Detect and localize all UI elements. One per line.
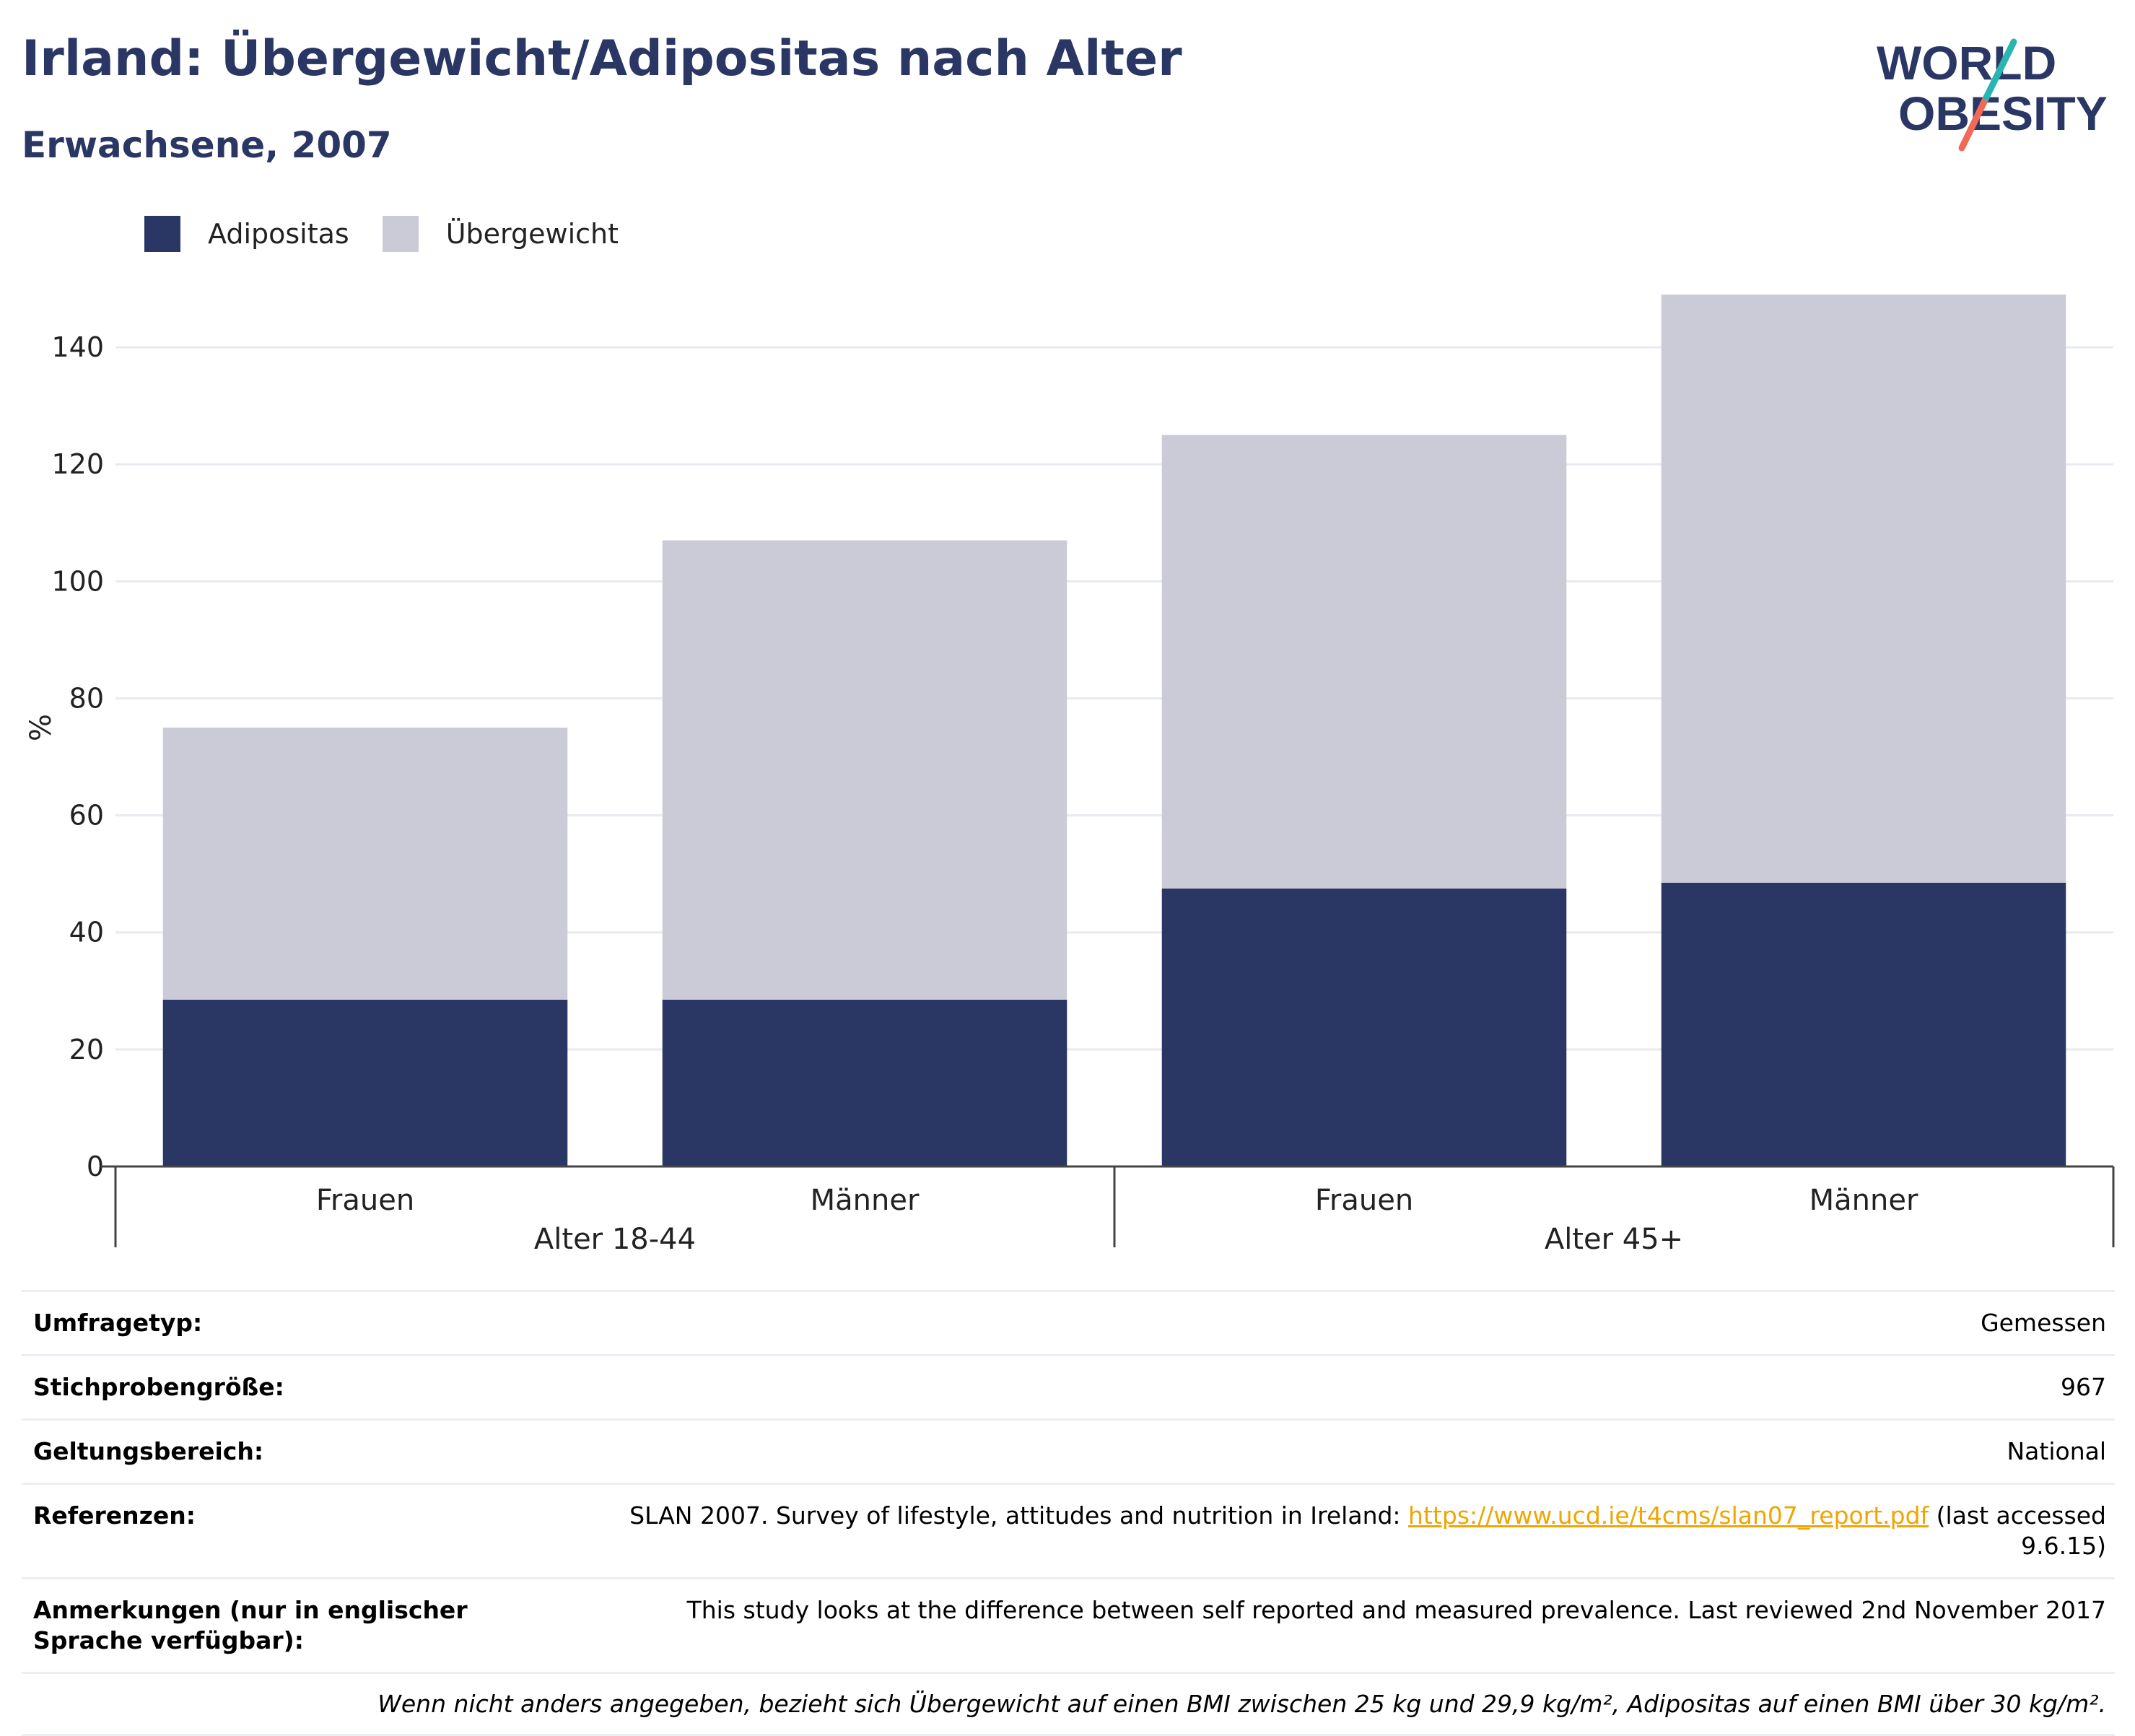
bar-uebergewicht [662,540,1068,1000]
info-value: Gemessen [1981,1309,2106,1337]
y-tick-label: 120 [51,448,104,480]
info-row-references: Referenzen: SLAN 2007. Survey of lifesty… [22,1483,2115,1577]
reference-text: SLAN 2007. Survey of lifestyle, attitude… [629,1501,1409,1530]
x-group-label: Alter 18-44 [534,1223,696,1256]
bar-adipositas [162,999,568,1166]
info-row-sample-size: Stichprobengröße: 967 [22,1354,2115,1418]
x-tick-label: Frauen [316,1184,414,1217]
y-tick-label: 20 [69,1034,104,1065]
info-row-survey-type: Umfragetyp: Gemessen [22,1290,2115,1354]
y-tick-label: 140 [51,331,104,363]
info-value: SLAN 2007. Survey of lifestyle, attitude… [570,1501,2115,1561]
footnote: Wenn nicht anders angegeben, bezieht sic… [22,1672,2115,1736]
bar-adipositas [662,999,1068,1166]
x-group-label: Alter 45+ [1545,1223,1683,1256]
y-tick-label: 40 [69,917,104,948]
logo-slash-coral [1958,94,1990,152]
y-tick-label: 80 [69,682,104,714]
info-label: Geltungsbereich: [33,1437,264,1465]
x-tick-label: Männer [1809,1184,1918,1217]
y-tick-label: 60 [69,800,104,832]
info-row-coverage: Geltungsbereich: National [22,1418,2115,1483]
y-tick-label: 0 [87,1151,104,1182]
bar-uebergewicht [1661,295,2066,883]
legend-label-adipositas: Adipositas [208,218,349,250]
world-obesity-logo: WORLD OBESITY [1877,36,2108,152]
chart-legend: Adipositas Übergewicht [144,214,652,254]
x-tick-label: Männer [811,1184,920,1217]
bar-uebergewicht [1161,435,1567,889]
y-tick-label: 100 [51,565,104,597]
legend-swatch-adipositas [144,216,180,252]
info-value: This study looks at the difference betwe… [686,1596,2106,1624]
info-label: Referenzen: [33,1501,196,1530]
y-axis-label: % [25,714,58,741]
chart-title: Irland: Übergewicht/Adipositas nach Alte… [22,30,1182,87]
info-value: 967 [2061,1373,2106,1401]
reference-accessed: (last accessed 9.6.15) [1929,1501,2106,1560]
bar-adipositas [1161,888,1567,1166]
info-row-notes: Anmerkungen (nur in englischer Sprache v… [22,1577,2115,1672]
info-table: Umfragetyp: Gemessen Stichprobengröße: 9… [22,1290,2115,1736]
logo-text-obesity: OBESITY [1898,87,2108,140]
logo-text-world: WORLD [1877,36,2056,90]
bar-adipositas [1661,882,2066,1166]
info-label: Stichprobengröße: [33,1373,284,1401]
legend-item-adipositas[interactable]: Adipositas [144,216,349,252]
legend-item-uebergewicht[interactable]: Übergewicht [382,216,619,252]
info-label: Anmerkungen (nur in englischer Sprache v… [33,1596,468,1654]
bar-uebergewicht [162,728,568,1000]
info-label: Umfragetyp: [33,1309,203,1337]
legend-label-uebergewicht: Übergewicht [445,218,619,250]
bar-chart: 0 20 40 60 80 100 120 140% Frauen Männer Frauen Män… [25,295,2115,1256]
logo-slash-teal [1983,38,2017,101]
legend-swatch-uebergewicht [382,216,419,252]
info-value: National [2007,1437,2106,1465]
reference-link[interactable]: https://www.ucd.ie/t4cms/slan07_report.p… [1408,1501,1929,1530]
chart-subtitle: Erwachsene, 2007 [22,124,392,166]
x-tick-label: Frauen [1315,1184,1413,1217]
